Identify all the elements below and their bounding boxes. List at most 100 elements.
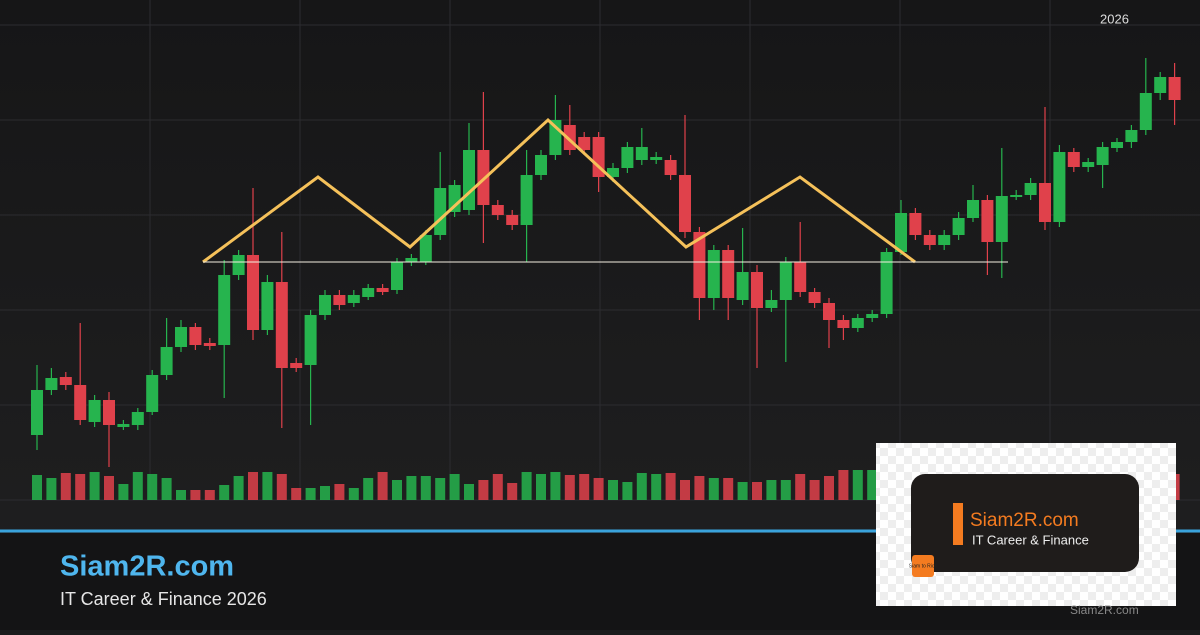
candle-body: [419, 235, 432, 262]
candle-body: [463, 150, 475, 210]
candle-body: [607, 168, 619, 177]
candle-body: [74, 385, 87, 420]
candle-body: [160, 347, 173, 375]
candle-body: [1168, 77, 1181, 100]
candle-body: [333, 295, 346, 305]
candle-body: [117, 424, 130, 427]
volume-bar: [320, 486, 330, 500]
candle-body: [722, 250, 735, 298]
candle-body: [405, 258, 418, 262]
volume-bar: [852, 470, 863, 500]
volume-bar: [521, 472, 532, 500]
candle-body: [218, 275, 231, 345]
volume-bar: [262, 472, 273, 500]
card-subtitle: IT Career & Finance: [972, 532, 1089, 547]
volume-bar: [550, 472, 561, 500]
volume-bar: [680, 480, 690, 500]
volume-bar: [593, 478, 604, 500]
volume-bar: [363, 478, 374, 500]
volume-bar: [694, 476, 705, 500]
logo-bar: [953, 503, 963, 545]
candle-body: [103, 400, 115, 425]
volume-bar: [392, 480, 402, 500]
watermark: Siam2R.com: [1070, 603, 1139, 617]
volume-bar: [838, 470, 849, 500]
candle-body: [1139, 93, 1152, 130]
volume-bar: [478, 480, 489, 500]
volume-bar: [636, 473, 647, 500]
volume-bar: [291, 488, 302, 500]
logo-card: [911, 474, 1139, 572]
candle-body: [362, 288, 375, 297]
volume-bar: [766, 480, 777, 500]
footer-subtitle: IT Career & Finance 2026: [60, 589, 267, 609]
candle-body: [88, 400, 101, 422]
volume-bar: [132, 472, 143, 500]
candle-body: [391, 262, 403, 290]
candle-body: [59, 377, 72, 385]
candle-body: [491, 205, 504, 215]
candle-body: [866, 314, 879, 318]
candle-body: [635, 147, 648, 160]
volume-bar: [89, 472, 100, 500]
volume-bar: [564, 475, 575, 500]
volume-bar: [46, 478, 57, 500]
candle-body: [664, 160, 677, 175]
volume-bar: [708, 478, 719, 500]
candle-body: [31, 390, 43, 435]
candle-body: [275, 282, 288, 368]
candle-body: [1125, 130, 1138, 142]
candle-body: [880, 252, 893, 314]
candle-body: [290, 363, 303, 368]
candle-body: [1024, 183, 1037, 195]
candle-body: [1082, 162, 1095, 167]
candle-body: [693, 232, 706, 298]
candle-body: [203, 343, 216, 346]
candle-body: [981, 200, 994, 242]
candle-body: [506, 215, 519, 225]
candle-body: [1096, 147, 1109, 165]
volume-bar: [406, 476, 417, 500]
card-icon-text: Siam to Rich: [909, 563, 938, 569]
candle-body: [765, 300, 778, 308]
candle-body: [146, 375, 159, 412]
candle-body: [851, 318, 864, 328]
volume-bar: [204, 490, 215, 500]
volume-bar: [579, 474, 590, 500]
candle-body: [232, 255, 245, 275]
candle-body: [794, 262, 807, 292]
candle-body: [952, 218, 965, 235]
volume-bar: [60, 473, 71, 500]
volume-bar: [75, 474, 86, 500]
volume-bar: [147, 474, 158, 500]
candle-body: [448, 185, 461, 212]
candle-body: [923, 235, 936, 245]
candle-body: [434, 188, 447, 235]
candle-body: [131, 412, 144, 425]
candle-body: [650, 157, 663, 160]
candle-body: [995, 196, 1008, 242]
volume-bar: [507, 483, 518, 500]
volume-bar: [651, 474, 662, 500]
volume-bar: [536, 474, 546, 500]
candle-body: [347, 295, 360, 303]
candle-body: [578, 137, 591, 150]
candle-body: [1154, 77, 1167, 93]
candle-body: [938, 235, 951, 245]
volume-bar: [723, 478, 734, 500]
volume-bar: [737, 482, 748, 500]
volume-bar: [276, 474, 287, 500]
volume-bar: [176, 490, 186, 500]
volume-bar: [780, 480, 791, 500]
volume-bar: [334, 484, 345, 500]
candle-body: [736, 272, 749, 300]
candle-body: [1053, 152, 1066, 222]
volume-bar: [435, 478, 446, 500]
candle-body: [520, 175, 533, 225]
candle-body: [1067, 152, 1080, 167]
volume-bar: [32, 475, 42, 500]
volume-bar: [305, 488, 316, 500]
volume-bar: [752, 482, 762, 500]
volume-bar: [464, 484, 474, 500]
candle-body: [247, 255, 259, 330]
